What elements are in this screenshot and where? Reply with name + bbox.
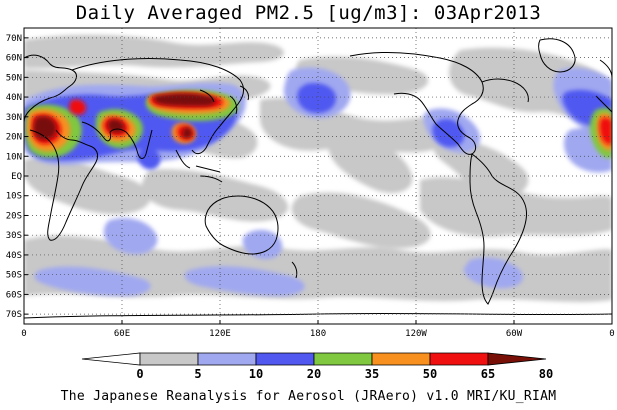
map-title: Daily Averaged PM2.5 [ug/m3]: 03Apr2013 xyxy=(75,2,542,24)
colorbar-label: 65 xyxy=(481,367,495,381)
colorbar-label: 20 xyxy=(307,367,321,381)
colorbar-segment xyxy=(313,352,373,366)
colorbar-label: 35 xyxy=(365,367,379,381)
lat-label: 70S xyxy=(6,310,22,320)
latitude-labels: 70N 60N 50N 40N 30N 20N 10N EQ 10S 20S 30S 40S 50S 60… xyxy=(6,34,22,320)
lat-label: 30N xyxy=(6,113,22,123)
lat-label: 50S xyxy=(6,271,22,281)
colorbar xyxy=(81,352,547,366)
lon-label: 0 xyxy=(609,329,614,339)
lon-label: 120W xyxy=(405,329,427,339)
lat-label: 10N xyxy=(6,152,22,162)
credit-text: The Japanese Reanalysis for Aerosol (JRA… xyxy=(60,389,557,404)
lat-label: 70N xyxy=(6,34,22,44)
lon-label: 120E xyxy=(209,329,231,339)
axis-ticks xyxy=(23,37,613,324)
colorbar-segment xyxy=(81,352,141,366)
colorbar-label: 5 xyxy=(194,367,201,381)
longitude-labels: 0 60E 120E 180 120W 60W 0 xyxy=(21,329,614,339)
colorbar-label: 10 xyxy=(249,367,263,381)
lat-label: EQ xyxy=(11,172,22,182)
colorbar-label: 0 xyxy=(136,367,143,381)
colorbar-segment xyxy=(371,352,431,366)
lon-label: 60E xyxy=(114,329,130,339)
lon-label: 0 xyxy=(21,329,26,339)
lat-label: 50N xyxy=(6,73,22,83)
lat-label: 30S xyxy=(6,231,22,241)
lat-label: 20S xyxy=(6,211,22,221)
lat-label: 60N xyxy=(6,54,22,64)
lat-label: 20N xyxy=(6,133,22,143)
colorbar-segment xyxy=(429,352,489,366)
lat-label: 40N xyxy=(6,93,22,103)
lon-label: 60W xyxy=(506,329,523,339)
colorbar-segment xyxy=(255,352,315,366)
colorbar-segment xyxy=(197,352,257,366)
colorbar-labels: 0 5 10 20 35 50 65 80 xyxy=(136,367,553,381)
band-5-10 xyxy=(24,34,612,302)
colorbar-label: 50 xyxy=(423,367,437,381)
lat-label: 10S xyxy=(6,192,22,202)
colorbar-label: 80 xyxy=(539,367,553,381)
lat-label: 40S xyxy=(6,251,22,261)
colorbar-segment xyxy=(487,352,547,366)
grid-lines xyxy=(24,28,612,324)
colorbar-segment xyxy=(139,352,199,366)
pm25-field xyxy=(24,28,612,324)
lon-label: 180 xyxy=(310,329,326,339)
lat-label: 60S xyxy=(6,290,22,300)
